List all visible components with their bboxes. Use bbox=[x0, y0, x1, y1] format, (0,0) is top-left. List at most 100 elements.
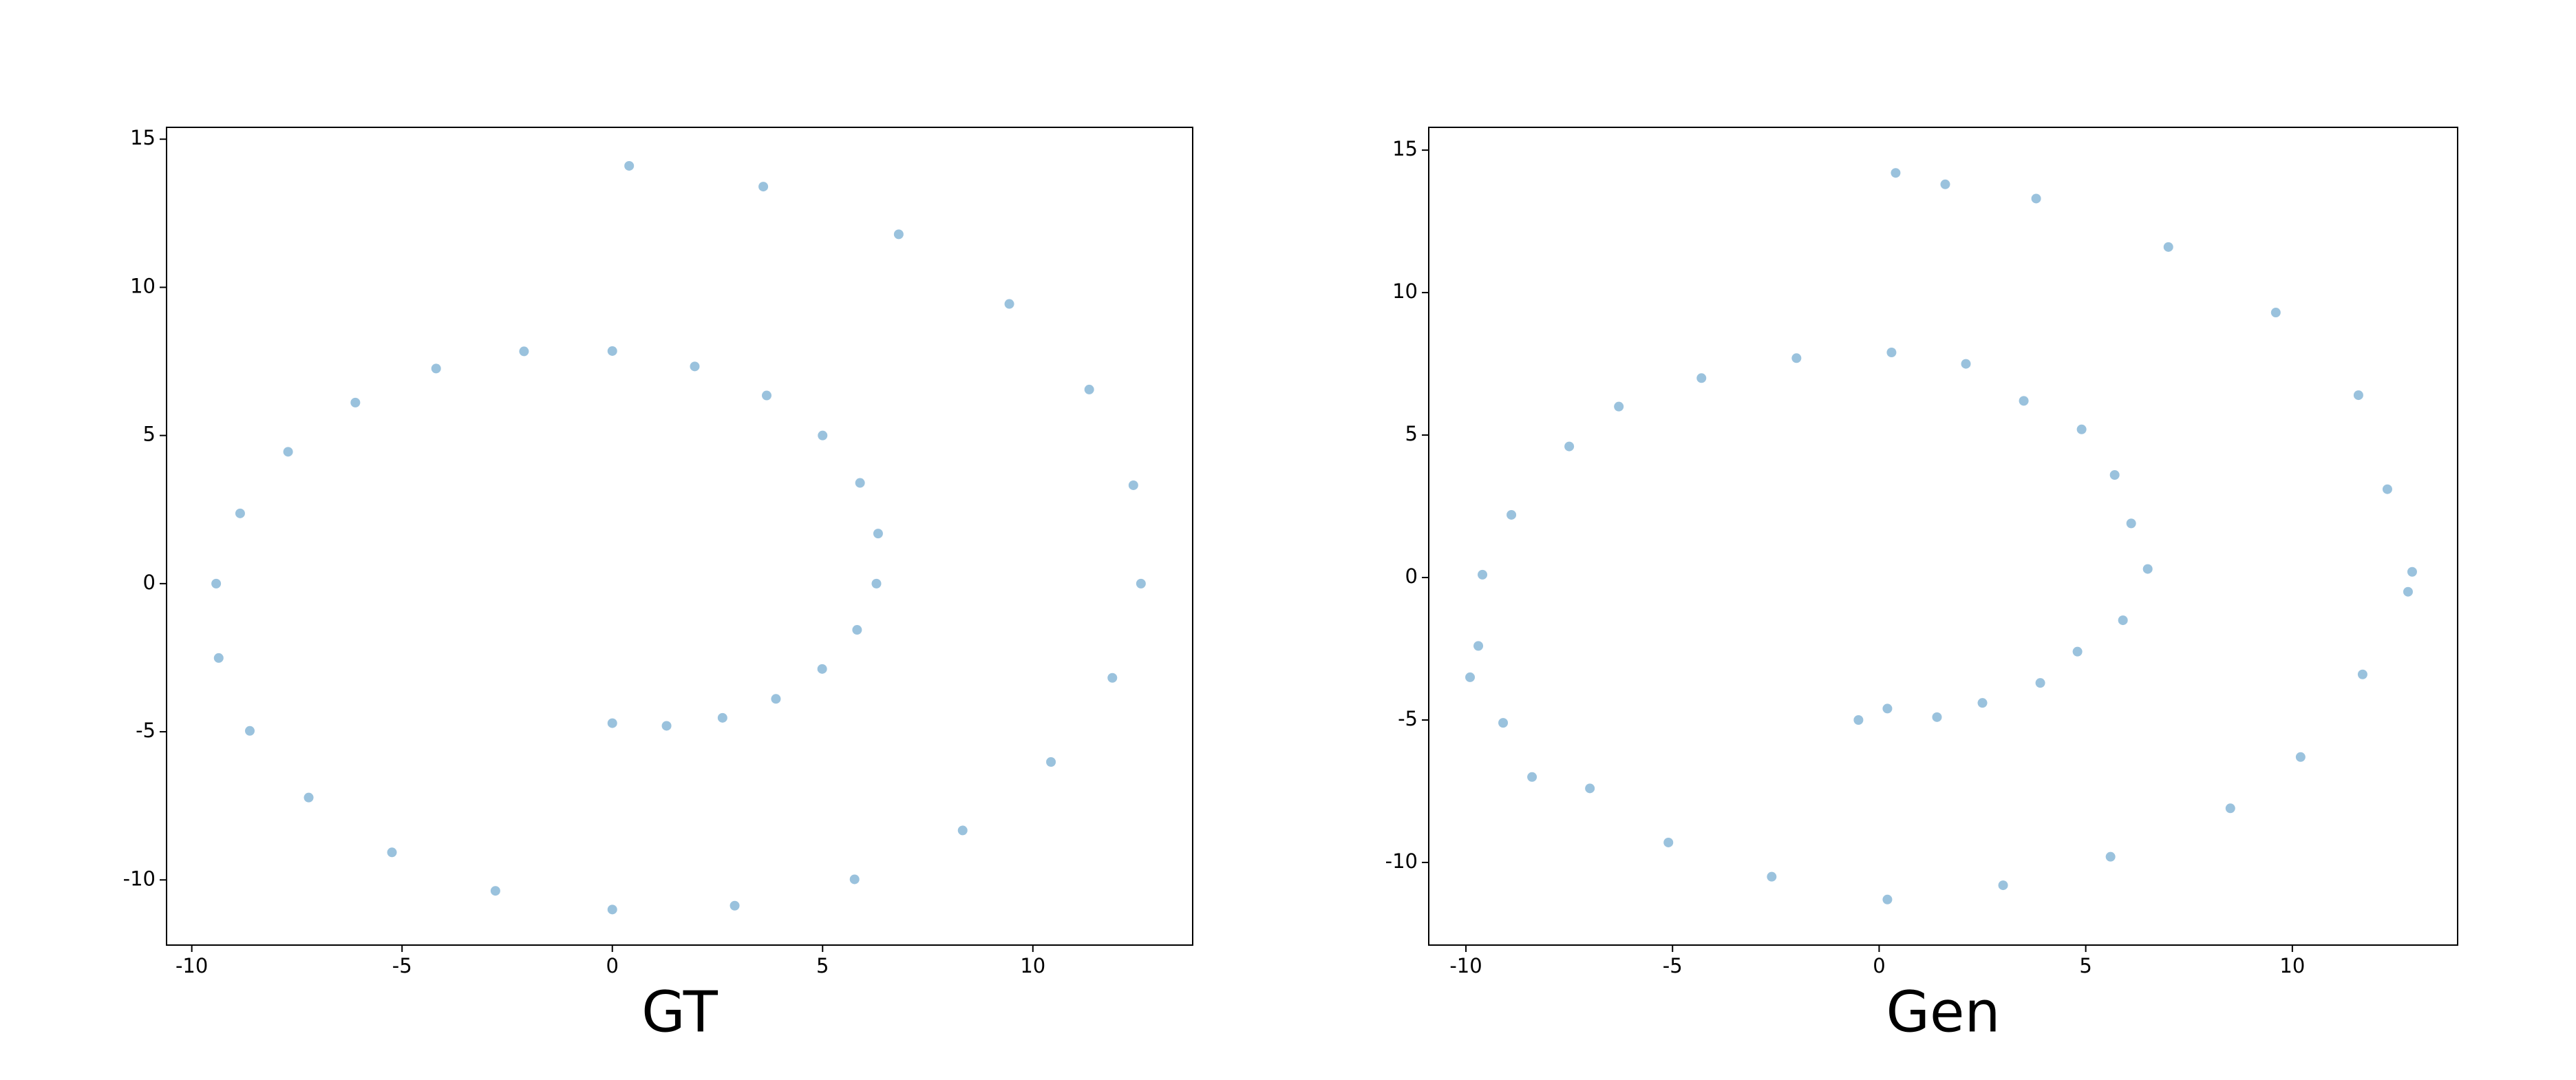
point bbox=[2126, 518, 2136, 529]
point bbox=[893, 229, 904, 240]
point bbox=[2295, 752, 2306, 762]
y-tick-label: 5 bbox=[1405, 422, 1418, 445]
point bbox=[490, 886, 500, 896]
point bbox=[1564, 441, 1575, 452]
point bbox=[1136, 578, 1146, 589]
point bbox=[849, 874, 860, 885]
point bbox=[1767, 871, 1777, 882]
point bbox=[1084, 384, 1094, 394]
point bbox=[1696, 373, 1707, 383]
point bbox=[2105, 851, 2116, 862]
y-tick-label: 10 bbox=[130, 274, 156, 297]
point bbox=[1527, 772, 1537, 782]
point bbox=[2225, 803, 2235, 814]
y-tick-label: -10 bbox=[123, 867, 156, 890]
point bbox=[607, 346, 617, 356]
y-tick-label: 15 bbox=[130, 126, 156, 149]
point bbox=[1891, 168, 1901, 178]
point bbox=[624, 160, 635, 171]
point bbox=[717, 712, 727, 723]
y-tick-label: 10 bbox=[1392, 279, 1418, 303]
point bbox=[1882, 703, 1893, 714]
x-tick-label: 0 bbox=[1873, 954, 1885, 977]
point bbox=[690, 361, 700, 372]
point bbox=[1998, 880, 2008, 891]
y-tick-label: -5 bbox=[136, 719, 156, 742]
point bbox=[2118, 615, 2128, 626]
point bbox=[852, 625, 862, 635]
chart-title: Gen bbox=[1886, 980, 2001, 1045]
point bbox=[1507, 509, 1517, 520]
point bbox=[758, 182, 769, 192]
point bbox=[2270, 308, 2281, 318]
point bbox=[957, 825, 968, 836]
x-tick-label: 10 bbox=[1020, 954, 1045, 977]
point bbox=[2403, 586, 2413, 597]
point bbox=[1791, 353, 1802, 363]
y-tick-label: 0 bbox=[143, 571, 156, 594]
point bbox=[1886, 348, 1897, 358]
point bbox=[431, 363, 441, 374]
point bbox=[1046, 756, 1056, 767]
y-tick-label: -5 bbox=[1398, 707, 1418, 730]
point bbox=[1478, 569, 1488, 580]
point bbox=[661, 721, 672, 731]
point bbox=[2357, 669, 2367, 679]
point bbox=[244, 726, 255, 736]
point bbox=[2109, 470, 2120, 480]
point bbox=[1853, 714, 1864, 725]
point bbox=[213, 653, 224, 663]
point bbox=[1465, 672, 1476, 682]
point bbox=[1004, 299, 1014, 309]
x-tick-label: 0 bbox=[606, 954, 619, 977]
x-tick-label: 5 bbox=[816, 954, 829, 977]
point bbox=[2076, 424, 2087, 434]
x-tick-label: -10 bbox=[1449, 954, 1482, 977]
x-tick-label: -10 bbox=[175, 954, 208, 977]
point bbox=[730, 900, 740, 911]
point bbox=[304, 792, 314, 803]
point bbox=[211, 578, 222, 589]
point bbox=[387, 847, 397, 858]
point bbox=[1940, 179, 1950, 189]
point bbox=[1128, 480, 1138, 490]
point bbox=[1473, 641, 1484, 651]
point bbox=[235, 508, 245, 518]
point bbox=[607, 718, 617, 728]
point bbox=[771, 694, 781, 704]
point bbox=[1961, 359, 1971, 369]
point bbox=[818, 430, 828, 441]
point bbox=[2019, 396, 2029, 406]
point bbox=[2353, 390, 2363, 401]
point bbox=[283, 447, 293, 457]
x-tick-label: 5 bbox=[2079, 954, 2091, 977]
point bbox=[2035, 678, 2045, 688]
point bbox=[1585, 783, 1595, 794]
y-tick-label: 0 bbox=[1405, 564, 1418, 588]
point bbox=[2382, 484, 2392, 494]
point bbox=[350, 397, 361, 407]
point bbox=[873, 529, 883, 539]
point bbox=[1498, 718, 1509, 728]
point bbox=[817, 664, 827, 674]
point bbox=[1663, 837, 1674, 847]
x-tick-label: 10 bbox=[2279, 954, 2305, 977]
point bbox=[2407, 567, 2417, 577]
point bbox=[855, 478, 865, 488]
point bbox=[2072, 646, 2083, 657]
axes-frame bbox=[1428, 127, 2458, 946]
y-tick-label: 5 bbox=[143, 423, 156, 446]
chart-title: GT bbox=[641, 980, 718, 1045]
point bbox=[871, 578, 882, 589]
y-tick-label: 15 bbox=[1392, 137, 1418, 160]
point bbox=[1882, 894, 1893, 904]
point bbox=[519, 346, 529, 357]
point bbox=[1107, 673, 1118, 683]
point bbox=[1614, 401, 1624, 412]
x-tick-label: -5 bbox=[1663, 954, 1683, 977]
point bbox=[2031, 193, 2041, 204]
axes-frame bbox=[166, 127, 1193, 946]
y-tick-label: -10 bbox=[1385, 849, 1418, 873]
point bbox=[761, 390, 771, 401]
